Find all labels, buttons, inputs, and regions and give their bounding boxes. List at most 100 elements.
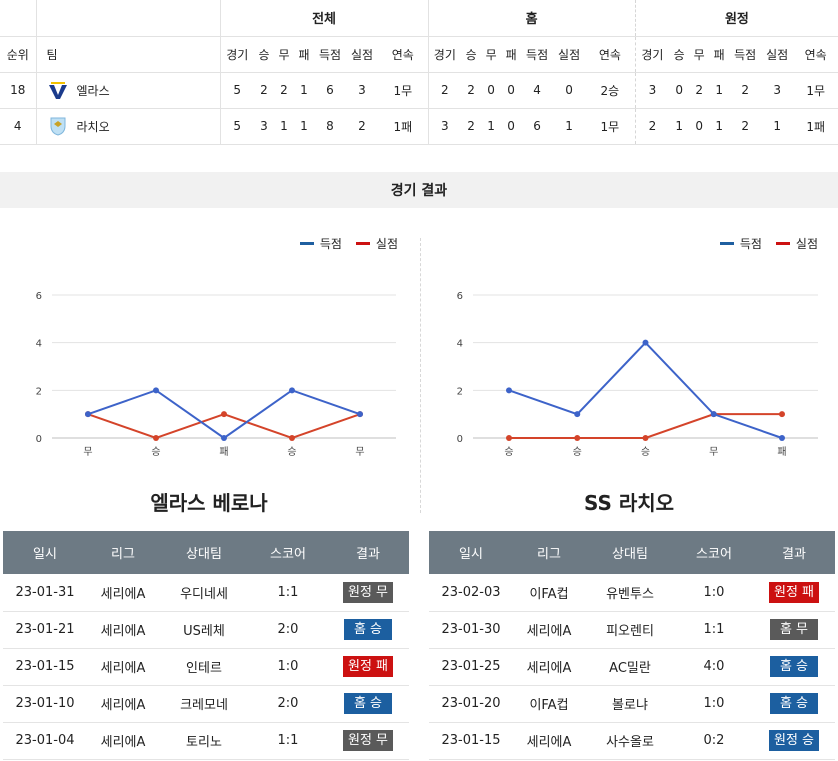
match-row[interactable]: 23-01-04 세리에A 토리노 1:1 원정 무 [3,722,409,760]
x-tick-label: 승 [573,446,582,458]
y-tick-label: 6 [36,291,42,302]
standings-col-header: 무 [481,35,502,72]
match-opponent: 토리노 [159,722,249,760]
match-row[interactable]: 23-01-15 세리에A 사수올로 0:2 원정 승 [429,722,835,760]
match-score: 1:1 [249,722,327,760]
match-row[interactable]: 23-01-15 세리에A 인테르 1:0 원정 패 [3,648,409,686]
standings-col-header: 연속 [378,35,429,72]
scored-point [357,411,363,418]
stat-cell: 0 [501,107,522,145]
stat-cell: 0 [689,107,710,145]
match-row[interactable]: 23-01-21 세리에A US레체 2:0 홈 승 [3,611,409,649]
chart-legend: 득점 실점 [299,235,398,252]
y-tick-label: 0 [36,434,42,445]
team-cell[interactable]: 라치오 [36,107,221,145]
match-row[interactable]: 23-01-25 세리에A AC밀란 4:0 홈 승 [429,648,835,686]
standings-col-header: 승 [461,35,482,72]
match-row[interactable]: 23-02-03 이FA컵 유벤투스 1:0 원정 패 [429,574,835,612]
standings-col-header: 패 [294,35,314,72]
result-badge: 홈 승 [344,619,392,640]
match-date: 23-01-20 [429,685,513,723]
stat-cell: 8 [314,107,346,145]
stat-cell: 3 [254,107,274,145]
stat-cell: 2 [729,71,762,108]
result-badge: 홈 승 [770,656,818,677]
stat-cell: 2 [461,107,482,145]
stat-cell: 1무 [585,107,636,145]
stat-cell: 3 [635,71,670,108]
match-table-header-row: 일시 리그 상대팀 스코어 결과 [429,531,835,574]
conceded-series-line [87,413,361,440]
match-opponent: 사수올로 [585,722,675,760]
stat-cell: 0 [669,71,690,108]
conceded-point [642,435,649,441]
match-score: 1:0 [249,648,327,686]
stat-cell: 0 [553,71,586,108]
y-tick-label: 2 [36,386,42,397]
rank-header: 순위 [0,35,37,72]
legend-conceded-label: 실점 [795,237,818,251]
match-result-cell: 홈 승 [753,648,835,686]
rank-cell: 4 [0,107,37,145]
standings-row: 4 라치오 5 3 1 1 8 2 1패 3 2 1 0 6 1 1무 2 1 0 1 2 1 1패 [0,107,838,145]
match-result-cell: 홈 승 [327,685,409,723]
result-badge: 원정 무 [342,730,393,751]
match-row[interactable]: 23-01-30 세리에A 피오렌티 1:1 홈 무 [429,611,835,649]
match-league: 세리에A [87,574,159,612]
match-result-cell: 원정 패 [327,648,409,686]
standings-col-header: 패 [501,35,522,72]
standings-col-header: 득점 [314,35,346,72]
match-opponent: 인테르 [159,648,249,686]
stat-cell: 1 [553,107,586,145]
x-tick-label: 승 [504,446,513,458]
stat-cell: 1 [294,71,314,108]
stat-cell: 5 [220,107,254,145]
chart-legend: 득점 실점 [719,235,818,252]
standings-col-header: 연속 [585,35,636,72]
scored-point [289,387,295,394]
stat-cell: 4 [521,71,554,108]
stat-cell: 2 [428,71,462,108]
team-cell[interactable]: 엘라스 [36,71,221,108]
stat-cell: 3 [346,71,378,108]
verona-match-table: 일시 리그 상대팀 스코어 결과 23-01-31 세리에A 우디네세 1:1 원정 무 23-0… [3,531,409,760]
y-tick-label: 0 [457,434,463,445]
stat-cell: 1 [709,71,730,108]
team-name-wrap: 라치오 [47,115,220,137]
stat-cell: 1패 [793,107,838,145]
match-score: 2:0 [249,611,327,649]
match-date: 23-01-31 [3,574,87,612]
match-score: 1:1 [249,574,327,612]
match-col-header: 리그 [513,531,585,574]
match-result-cell: 원정 무 [327,722,409,760]
match-opponent: 크레모네 [159,685,249,723]
match-row[interactable]: 23-01-10 세리에A 크레모네 2:0 홈 승 [3,685,409,723]
match-row[interactable]: 23-01-31 세리에A 우디네세 1:1 원정 무 [3,574,409,612]
standings-col-header: 무 [689,35,710,72]
stat-cell: 0 [501,71,522,108]
standings-table: 전체 홈 원정 순위 팀 경기 승 무 패 득점 실점 연속 경기 승 무 패 득점 실점 연속 경기 승 무 패… [0,0,838,145]
conceded-point [506,435,512,441]
match-league: 세리에A [87,648,159,686]
match-league: 세리에A [513,611,585,649]
standings-col-header: 실점 [553,35,586,72]
result-badge: 원정 승 [768,730,819,751]
match-col-header: 상대팀 [585,531,675,574]
match-result-cell: 홈 승 [327,611,409,649]
stat-cell: 1 [481,107,502,145]
legend-scored-swatch [719,242,734,245]
match-league: 세리에A [87,685,159,723]
scored-point [574,411,581,418]
stat-cell: 3 [428,107,462,145]
match-results-heading: 경기 결과 [0,172,838,208]
match-date: 23-02-03 [429,574,513,612]
scored-point [779,435,785,441]
y-tick-label: 2 [457,386,463,397]
match-table-header-row: 일시 리그 상대팀 스코어 결과 [3,531,409,574]
match-row[interactable]: 23-01-20 이FA컵 볼로냐 1:0 홈 승 [429,685,835,723]
match-col-header: 결과 [753,531,835,574]
match-date: 23-01-30 [429,611,513,649]
legend-conceded-swatch [355,242,370,245]
stat-cell: 2승 [585,71,636,108]
standings-col-header: 실점 [346,35,378,72]
